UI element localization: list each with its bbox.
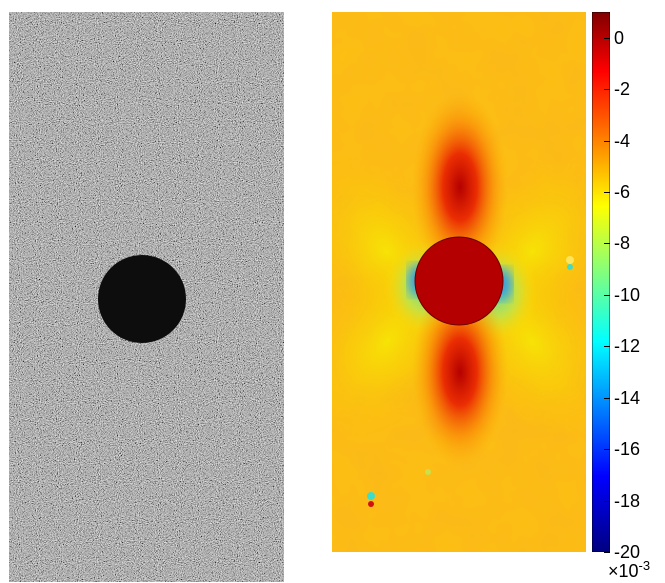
colorbar-tick-label: 0 (614, 27, 625, 48)
hole (98, 255, 186, 343)
colorbar-tick-mark (604, 552, 610, 553)
colorbar-tick-mark (604, 140, 610, 142)
colorbar-tick-label: -10 (614, 284, 641, 305)
colorbar-tick-label: -4 (614, 130, 631, 151)
colorbar-tick-label: -2 (614, 79, 631, 100)
speckle-pattern-image (9, 12, 284, 582)
colorbar-tick-label: -20 (614, 542, 641, 562)
colorbar (592, 12, 610, 552)
colorbar-tick-label: -18 (614, 490, 641, 511)
colorbar-scale-multiplier: ×10-3 (608, 558, 651, 581)
strain-field-image (332, 12, 586, 552)
colorbar-tick-mark (604, 37, 610, 39)
colorbar-tick-label: -14 (614, 387, 641, 408)
hole (414, 236, 504, 326)
colorbar-tick-label: -8 (614, 233, 631, 254)
colorbar-tick-label: -6 (614, 182, 631, 202)
colorbar-tick-mark (604, 346, 610, 348)
colorbar-tick-mark (604, 397, 610, 399)
colorbar-tick-mark (604, 89, 610, 91)
colorbar-tick-mark (604, 294, 610, 296)
colorbar-tick-mark (604, 192, 610, 193)
colorbar-tick-mark (604, 243, 610, 245)
colorbar-tick-mark (604, 449, 610, 451)
colorbar-tick-mark (604, 500, 610, 502)
colorbar-tick-label: -16 (614, 439, 641, 460)
colorbar-tick-label: -12 (614, 336, 641, 357)
